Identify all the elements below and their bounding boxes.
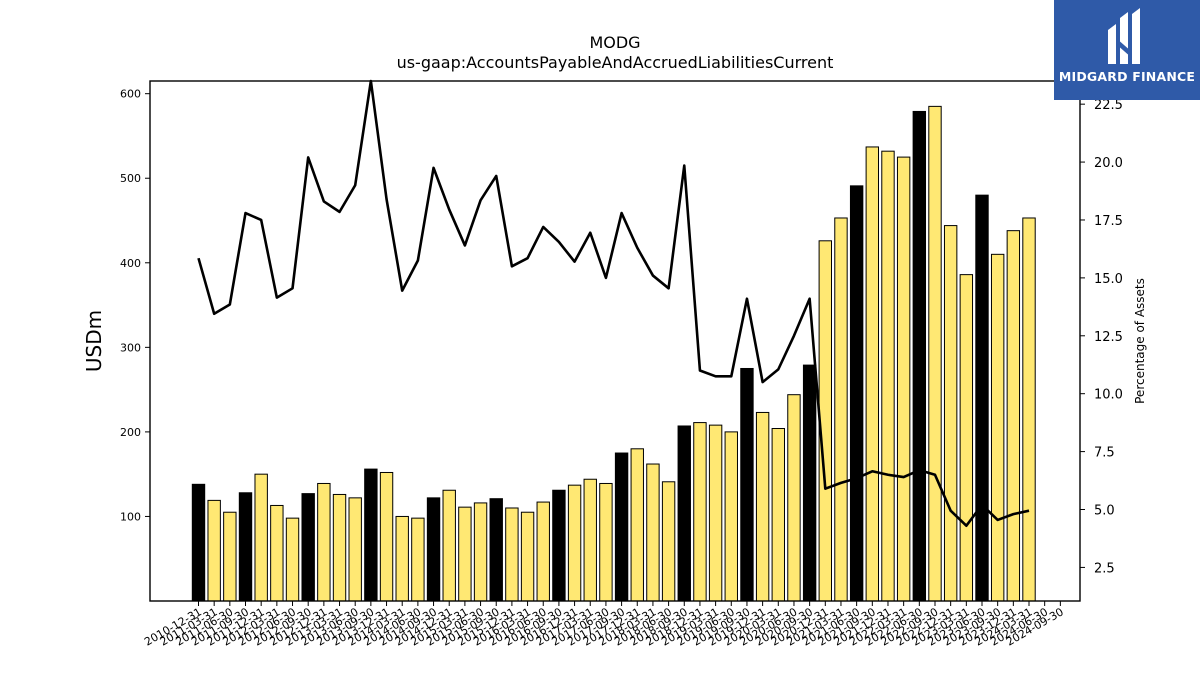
bar-2017-09-30 (614, 452, 629, 602)
bar-2021-12-31 (881, 150, 895, 602)
percentage-of-assets-line (197, 79, 1030, 528)
bar-2022-06-30 (912, 110, 927, 602)
bar-2016-12-31 (567, 484, 582, 602)
y2-tick-label: 20.0 (1094, 156, 1123, 171)
y2-tick-label: 7.5 (1094, 446, 1115, 461)
y2-tick-label: 22.5 (1094, 98, 1123, 113)
y2-axis-label: Percentage of Assets (1133, 278, 1147, 404)
bar-2012-12-31 (317, 482, 331, 602)
bar-2023-03-31 (959, 274, 974, 602)
bar-2015-03-31 (458, 506, 472, 602)
chart-title: MODG (589, 33, 640, 52)
y-axis-label: USDm (82, 310, 106, 372)
y2-tick-label: 5.0 (1094, 504, 1115, 519)
bar-2019-03-31 (708, 424, 723, 602)
plot-frame (149, 80, 1081, 602)
bar-2019-06-30 (724, 431, 738, 602)
bar-2018-12-31 (693, 422, 707, 602)
bar-2020-03-31 (771, 428, 785, 602)
y-tick-label: 200 (120, 426, 141, 439)
bar-2016-03-31 (520, 511, 535, 602)
bar-2022-12-31 (943, 225, 958, 602)
bar-2019-12-31 (755, 411, 770, 602)
midgard-m-logo-icon (1108, 8, 1140, 64)
bar-2011-06-30 (223, 511, 237, 602)
bar-2023-06-30 (975, 194, 989, 602)
bar-2014-12-31 (442, 489, 456, 602)
axes: 100 200 300 400 500 600 2.5 5.0 7.5 10.0 12.5 15.0 1… (120, 80, 1123, 649)
bar-2015-06-30 (473, 502, 488, 602)
bar-2013-09-30 (364, 468, 378, 602)
chart-subtitle: us-gaap:AccountsPayableAndAccruedLiabili… (397, 53, 834, 72)
bar-2013-03-31 (332, 493, 347, 602)
bar-2018-09-30 (677, 425, 691, 602)
y2-tick-label: 15.0 (1094, 272, 1123, 287)
bar-2020-06-30 (787, 394, 801, 602)
bar-2022-03-31 (896, 156, 911, 602)
bar-2010-12-31 (191, 483, 206, 602)
bar-2024-03-31 (1022, 217, 1036, 602)
bar-2011-03-31 (207, 499, 221, 602)
y-tick-label: 400 (120, 257, 141, 270)
bar-2018-03-31 (646, 463, 660, 602)
bar-2018-06-30 (661, 481, 676, 602)
y2-tick-label: 17.5 (1094, 214, 1123, 229)
bar-2012-09-30 (301, 493, 315, 602)
y2-tick-label: 12.5 (1094, 330, 1123, 345)
bar-2012-06-30 (285, 517, 300, 602)
bar-2021-06-30 (849, 185, 864, 602)
bar-2017-06-30 (599, 482, 613, 602)
bar-2022-09-30 (928, 105, 942, 602)
bar-2023-09-30 (990, 253, 1005, 602)
y2-tick-label: 2.5 (1094, 561, 1115, 576)
line-series (197, 79, 1030, 528)
bar-2015-09-30 (489, 498, 503, 602)
y2-tick-label: 10.0 (1094, 388, 1123, 403)
y-tick-label: 300 (120, 341, 141, 354)
bar-2014-06-30 (411, 517, 425, 602)
bar-2016-09-30 (552, 489, 566, 602)
bar-2013-06-30 (348, 497, 362, 602)
bar-2013-12-31 (379, 471, 394, 602)
brand-name: MIDGARD FINANCE (1058, 69, 1196, 84)
bar-2021-03-31 (834, 217, 848, 602)
bar-2014-09-30 (426, 497, 441, 602)
midgard-finance-logo: MIDGARD FINANCE (1054, 0, 1200, 100)
bar-2015-12-31 (505, 507, 519, 602)
bar-2020-09-30 (802, 364, 817, 602)
bar-2012-03-31 (270, 504, 284, 602)
bar-2016-06-30 (536, 501, 550, 602)
y-tick-label: 500 (120, 172, 141, 185)
bar-2011-12-31 (254, 473, 268, 602)
bar-series (191, 105, 1036, 602)
bar-2017-12-31 (630, 448, 644, 602)
bar-2017-03-31 (583, 478, 597, 602)
bar-2011-09-30 (238, 492, 253, 602)
y-tick-label: 100 (120, 510, 141, 523)
bar-2023-12-31 (1006, 230, 1021, 602)
bar-2014-03-31 (395, 515, 409, 602)
bar-2019-09-30 (740, 367, 754, 602)
bar-2021-09-30 (865, 146, 880, 602)
y-tick-label: 600 (120, 88, 141, 101)
